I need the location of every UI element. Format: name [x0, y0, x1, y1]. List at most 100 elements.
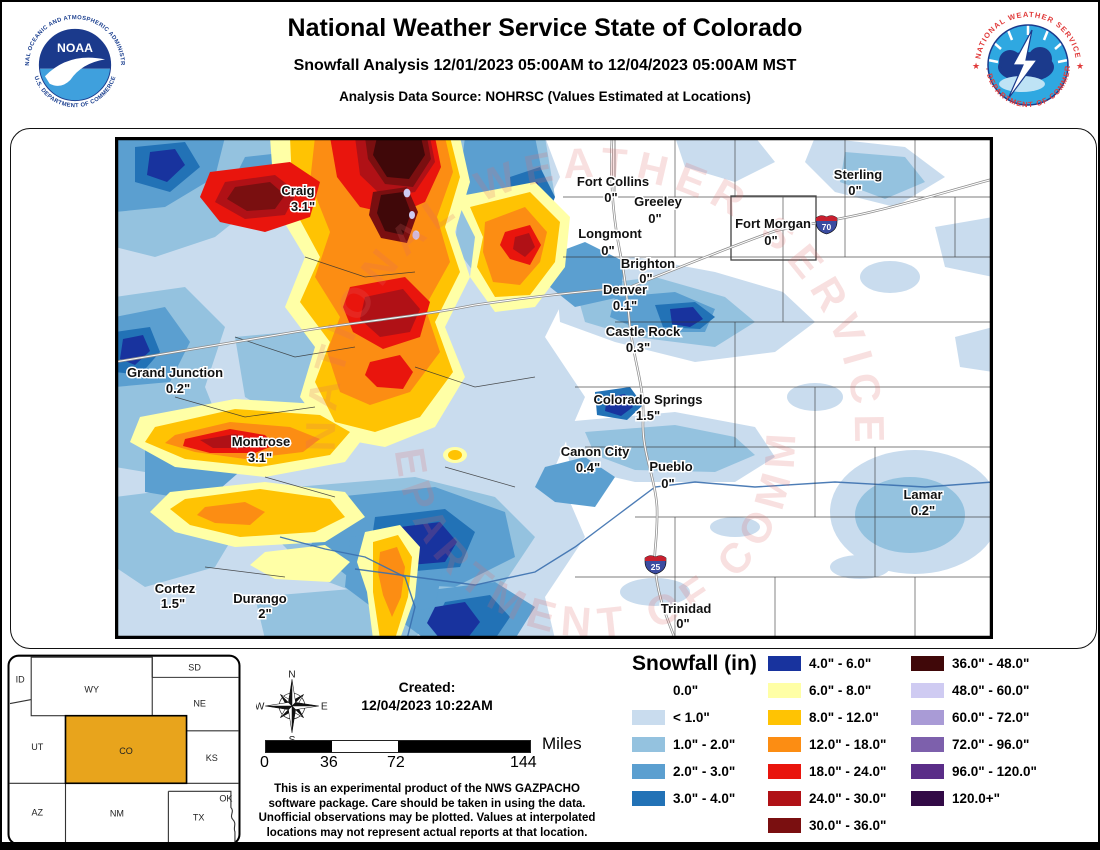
data-source-line: Analysis Data Source: NOHRSC (Values Est…: [339, 89, 751, 104]
legend-column-3: 36.0" - 48.0" 48.0" - 60.0" 60.0" - 72.0…: [911, 656, 1037, 818]
svg-text:Canon City: Canon City: [561, 444, 630, 459]
legend-swatch: [768, 818, 801, 833]
legend-row: 0.0": [632, 683, 735, 698]
city-label: Pueblo 0": [648, 458, 694, 493]
svg-text:0": 0": [676, 616, 689, 631]
svg-text:NM: NM: [110, 809, 124, 819]
legend-row: 24.0" - 30.0": [768, 791, 886, 806]
interstate-25-shield: 25: [644, 555, 667, 575]
svg-text:Longmont: Longmont: [578, 226, 642, 241]
svg-text:1.5": 1.5": [161, 596, 185, 611]
legend-swatch: [632, 737, 665, 752]
county-boundaries: [174, 137, 993, 639]
disclaimer-text: This is an experimental product of the N…: [258, 783, 596, 839]
svg-text:Sterling: Sterling: [834, 167, 882, 182]
svg-text:S: S: [289, 735, 296, 743]
legend-title: Snowfall (in): [632, 652, 757, 675]
legend-row: 18.0" - 24.0": [768, 764, 886, 779]
legend-row: 6.0" - 8.0": [768, 683, 886, 698]
noaa-logo: NATIONAL OCEANIC AND ATMOSPHERIC ADMINIS…: [14, 6, 125, 109]
svg-text:0": 0": [661, 476, 674, 491]
svg-text:1.5": 1.5": [636, 408, 660, 423]
scale-tick: 72: [387, 754, 405, 771]
svg-text:0.2": 0.2": [166, 381, 190, 396]
svg-text:70: 70: [822, 222, 832, 232]
compass-rose-icon: N E S W: [256, 669, 328, 743]
footer: ID WY SD NE UT CO KS AZ NM TX OK: [2, 652, 1098, 846]
legend-row: 120.0+": [911, 791, 1037, 806]
legend-swatch: [632, 764, 665, 779]
svg-text:0": 0": [601, 243, 614, 258]
svg-text:AZ: AZ: [31, 808, 43, 818]
legend-row: 8.0" - 12.0": [768, 710, 886, 725]
scale-tick: 144: [510, 754, 537, 771]
legend-swatch: [911, 791, 944, 806]
legend-row: 60.0" - 72.0": [911, 710, 1037, 725]
created-timestamp: Created: 12/04/2023 10:22AM: [361, 679, 493, 713]
star-icon: ★: [1076, 61, 1084, 71]
scale-tick: 0: [260, 754, 269, 771]
svg-text:0": 0": [848, 183, 861, 198]
svg-text:0": 0": [639, 271, 652, 286]
legend-row: 2.0" - 3.0": [632, 764, 735, 779]
interstate-70-shield: 70: [815, 215, 838, 235]
svg-text:0": 0": [604, 190, 617, 205]
legend-row: 12.0" - 18.0": [768, 737, 886, 752]
colorado-snowfall-map: NATIONAL WEATHER SERVICE U.S. DEPARTMENT…: [115, 137, 993, 639]
colorado-state-border: [115, 137, 993, 639]
legend-swatch: [768, 656, 801, 671]
svg-text:0.4": 0.4": [576, 460, 600, 475]
city-label: Fort Morgan 0": [734, 215, 813, 250]
legend-swatch: [768, 683, 801, 698]
legend-row: 3.0" - 4.0": [632, 791, 735, 806]
page-subtitle: Snowfall Analysis 12/01/2023 05:00AM to …: [293, 57, 797, 74]
legend-swatch: [768, 710, 801, 725]
svg-text:Montrose: Montrose: [232, 434, 291, 449]
svg-text:Cortez: Cortez: [155, 581, 196, 596]
noaa-acronym: NOAA: [57, 41, 93, 55]
svg-text:Durango: Durango: [233, 591, 287, 606]
legend-swatch: [911, 710, 944, 725]
svg-text:25: 25: [651, 562, 661, 572]
legend-row: 96.0" - 120.0": [911, 764, 1037, 779]
svg-text:WY: WY: [84, 685, 99, 695]
state-locator-map: ID WY SD NE UT CO KS AZ NM TX OK: [7, 654, 241, 846]
city-label: Longmont 0": [577, 225, 644, 260]
svg-text:0.3": 0.3": [626, 340, 650, 355]
svg-text:Greeley: Greeley: [634, 194, 682, 209]
svg-text:TX: TX: [193, 813, 205, 823]
svg-text:ID: ID: [16, 674, 26, 684]
legend-column-1: 0.0" < 1.0" 1.0" - 2.0" 2.0" - 3.0" 3.0"…: [632, 683, 735, 818]
svg-text:Pueblo: Pueblo: [649, 459, 692, 474]
legend-row: < 1.0": [632, 710, 735, 725]
svg-text:0": 0": [764, 233, 777, 248]
scale-unit: Miles: [542, 734, 582, 753]
legend-row: 48.0" - 60.0": [911, 683, 1037, 698]
svg-text:Brighton: Brighton: [621, 256, 675, 271]
legend-swatch: [911, 656, 944, 671]
legend-row: 1.0" - 2.0": [632, 737, 735, 752]
header: National Weather Service State of Colora…: [142, 14, 948, 104]
bottom-border: [2, 842, 1098, 848]
snowfall-contours: [115, 137, 993, 639]
svg-text:UT: UT: [31, 742, 44, 752]
svg-text:3.1": 3.1": [291, 199, 315, 214]
svg-text:Trinidad: Trinidad: [661, 601, 712, 616]
nws-logo: NATIONAL WEATHER SERVICE U.S. DEPARTMENT…: [962, 4, 1084, 109]
svg-text:Grand Junction: Grand Junction: [127, 365, 223, 380]
legend-swatch: [911, 683, 944, 698]
legend-swatch: [911, 737, 944, 752]
page-title: National Weather Service State of Colora…: [287, 14, 803, 42]
